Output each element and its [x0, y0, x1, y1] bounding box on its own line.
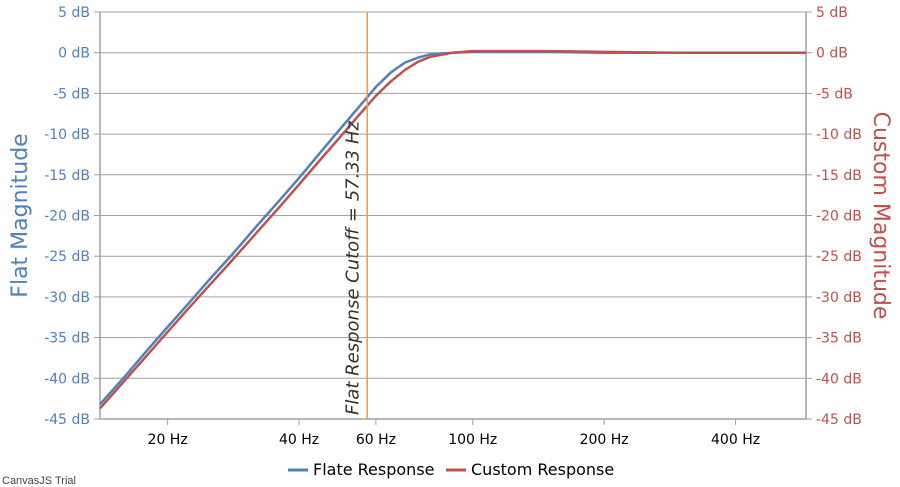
left-tick-label: -15 dB	[44, 168, 90, 184]
legend-item-custom-response[interactable]: Custom Response	[471, 460, 614, 479]
series-line-custom-response[interactable]	[99, 49, 806, 410]
series-lines	[99, 49, 806, 410]
left-tick-label: -5 dB	[53, 86, 90, 102]
x-tick-label: 200 Hz	[580, 432, 629, 448]
right-tick-label: -45 dB	[816, 412, 862, 428]
right-axis-title: Custom Magnitude	[868, 112, 893, 320]
left-tick-label: -10 dB	[44, 127, 90, 143]
right-tick-label: -10 dB	[816, 127, 862, 143]
right-tick-label: -30 dB	[816, 290, 862, 306]
series-line-flate-response[interactable]	[99, 50, 806, 406]
x-tick-label: 400 Hz	[711, 432, 760, 448]
left-tick-label: -40 dB	[44, 371, 90, 387]
left-tick-label: -45 dB	[44, 412, 90, 428]
x-tick-label: 20 Hz	[148, 432, 188, 448]
legend-item-flate-response[interactable]: Flate Response	[313, 460, 435, 479]
left-axis-title: Flat Magnitude	[8, 133, 33, 297]
right-tick-label: -25 dB	[816, 249, 862, 265]
left-tick-label: 0 dB	[58, 46, 90, 62]
x-axis-ticks: 20 Hz 40 Hz 60 Hz 100 Hz 200 Hz 400 Hz	[148, 419, 760, 448]
x-tick-label: 60 Hz	[356, 432, 396, 448]
left-tick-label: -25 dB	[44, 249, 90, 265]
left-tick-label: -30 dB	[44, 290, 90, 306]
left-tick-label: -20 dB	[44, 209, 90, 225]
credit-text: CanvasJS Trial	[2, 475, 76, 487]
right-axis-ticks: 5 dB 0 dB -5 dB -10 dB -15 dB -20 dB -25 dB -30…	[806, 5, 862, 428]
right-tick-label: -40 dB	[816, 371, 862, 387]
right-tick-label: -35 dB	[816, 331, 862, 347]
legend: Flate Response Custom Response	[288, 460, 614, 479]
cutoff-label: Flat Response Cutoff = 57.33 Hz	[342, 121, 363, 415]
right-tick-label: -20 dB	[816, 209, 862, 225]
right-tick-label: -5 dB	[816, 86, 853, 102]
left-tick-label: -35 dB	[44, 331, 90, 347]
right-tick-label: 0 dB	[816, 46, 848, 62]
grid-lines	[100, 11, 806, 420]
left-axis-ticks: 5 dB 0 dB -5 dB -10 dB -15 dB -20 dB -25 dB -30…	[44, 5, 100, 428]
right-tick-label: 5 dB	[816, 5, 848, 21]
left-tick-label: 5 dB	[58, 5, 90, 21]
x-tick-label: 100 Hz	[448, 432, 497, 448]
right-tick-label: -15 dB	[816, 168, 862, 184]
x-tick-label: 40 Hz	[279, 432, 319, 448]
